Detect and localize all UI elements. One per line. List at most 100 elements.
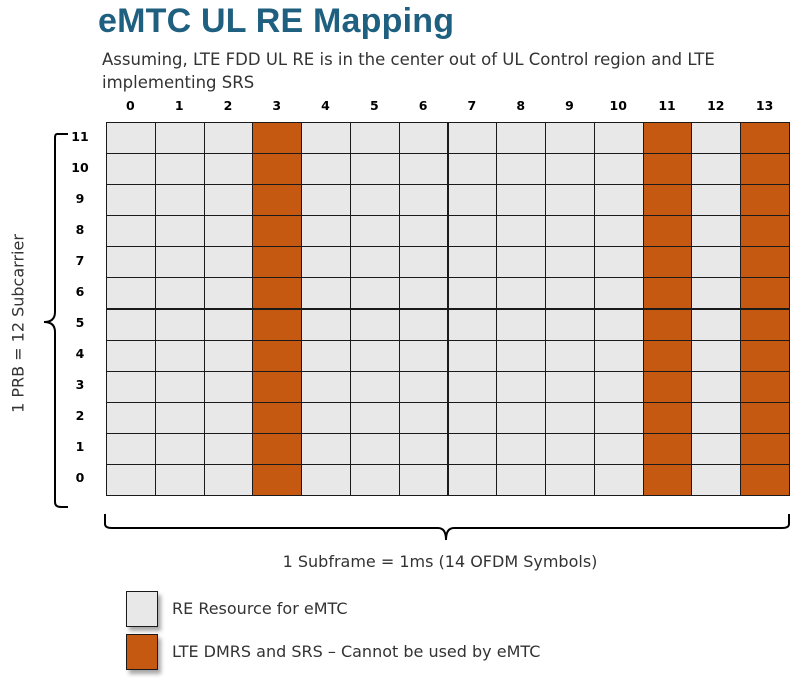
emtc-re-cell [545,432,595,465]
row-header: 4 [75,346,85,362]
reserved-re-cell [740,370,790,403]
reserved-re-cell [252,215,303,248]
emtc-re-cell [301,308,351,341]
row-header: 9 [75,190,85,206]
row-header: 3 [75,377,85,393]
reserved-re-cell [740,153,790,186]
emtc-re-cell [301,339,351,372]
emtc-re-cell [447,153,498,186]
column-header: 2 [223,98,233,113]
column-header: 11 [658,98,676,113]
row-headers: 11 10 9 8 7 6 5 4 3 2 1 0 [60,0,100,680]
emtc-re-cell [106,463,156,496]
row-header: 8 [75,221,85,237]
emtc-re-cell [398,463,449,496]
emtc-re-cell [154,463,205,496]
column-header: 12 [707,98,725,113]
column-header: 13 [755,98,774,113]
emtc-re-cell [496,432,547,465]
legend-swatch-lte [126,634,158,670]
emtc-re-cell [301,122,351,155]
reserved-re-cell [740,432,790,465]
emtc-re-cell [496,153,547,186]
emtc-re-cell [349,339,400,372]
emtc-re-cell [447,122,498,155]
emtc-re-cell [593,184,644,217]
row-header: 10 [71,159,89,175]
reserved-re-cell [252,401,303,434]
legend-swatch-emtc [126,591,158,627]
emtc-re-cell [398,432,449,465]
emtc-re-cell [349,122,400,155]
reserved-re-cell [740,463,790,496]
emtc-re-cell [545,153,595,186]
emtc-re-cell [496,463,547,496]
legend-label-lte: LTE DMRS and SRS – Cannot be used by eMT… [172,642,541,661]
bottom-brace [104,514,790,541]
emtc-re-cell [301,246,351,279]
emtc-re-cell [447,432,498,465]
reserved-re-cell [642,432,693,465]
x-axis-label: 1 Subframe = 1ms (14 OFDM Symbols) [282,552,598,571]
row-header: 5 [75,315,85,331]
column-header: 10 [609,98,627,113]
emtc-re-cell [691,463,742,496]
column-headers: 0 1 2 3 4 5 6 7 8 9 10 11 12 13 [0,98,807,118]
emtc-re-cell [496,339,547,372]
emtc-re-cell [398,122,449,155]
reserved-re-cell [252,122,303,155]
emtc-re-cell [154,401,205,434]
column-header: 1 [174,98,184,113]
emtc-re-cell [349,463,400,496]
column-header: 5 [369,98,379,113]
emtc-re-cell [545,308,595,341]
emtc-re-cell [203,215,254,248]
emtc-re-cell [106,401,156,434]
row-header: 11 [71,128,89,144]
legend-label-emtc: RE Resource for eMTC [172,599,348,618]
emtc-re-cell [301,463,351,496]
row-header: 0 [75,470,85,486]
emtc-re-cell [545,463,595,496]
emtc-re-cell [593,308,644,341]
emtc-re-cell [106,122,156,155]
column-header: 4 [321,98,330,113]
emtc-re-cell [545,184,595,217]
emtc-re-cell [447,339,498,372]
column-header: 7 [467,98,477,113]
left-brace [43,133,68,508]
emtc-re-cell [545,277,595,310]
legend-item-lte: LTE DMRS and SRS – Cannot be used by eMT… [126,634,726,674]
emtc-re-cell [447,184,498,217]
reserved-re-cell [740,401,790,434]
emtc-re-cell [545,339,595,372]
emtc-re-cell [496,184,547,217]
y-axis-label: 1 PRB = 12 Subcarrier [8,234,28,413]
reserved-re-cell [740,308,790,341]
emtc-re-cell [154,122,205,155]
column-header: 9 [565,98,574,113]
emtc-re-cell [691,122,742,155]
emtc-re-cell [203,122,254,155]
emtc-re-cell [349,215,400,248]
emtc-re-cell [203,463,254,496]
reserved-re-cell [252,463,303,496]
emtc-re-cell [691,184,742,217]
emtc-re-cell [496,401,547,434]
emtc-re-cell [301,401,351,434]
emtc-re-cell [154,277,205,310]
emtc-re-cell [349,277,400,310]
column-header: 0 [126,98,135,113]
page-title: eMTC UL RE Mapping [98,2,455,40]
emtc-re-cell [154,370,205,403]
emtc-re-cell [545,370,595,403]
reserved-re-cell [642,153,693,186]
emtc-re-cell [349,184,400,217]
emtc-re-cell [349,401,400,434]
emtc-re-cell [691,339,742,372]
legend-item-emtc: RE Resource for eMTC [126,591,726,631]
reserved-re-cell [642,463,693,496]
row-header: 1 [75,439,85,455]
